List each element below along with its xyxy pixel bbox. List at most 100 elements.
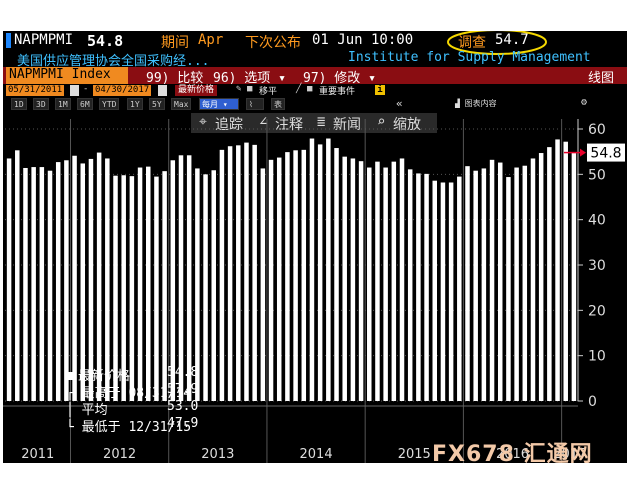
period-select[interactable]: 每月 ▾ bbox=[199, 98, 239, 110]
bar-mark bbox=[481, 168, 487, 401]
summary-low: └ 最低于 12/31/15 47.9 bbox=[65, 416, 199, 435]
range-1y[interactable]: 1Y bbox=[127, 98, 143, 110]
events-checkbox[interactable]: ■ bbox=[307, 84, 313, 94]
bar-mark bbox=[55, 162, 61, 401]
y-tick-label: 40 bbox=[588, 213, 606, 229]
description-cn: 美国供应管理协会全国采购经... bbox=[17, 54, 210, 69]
command-bar: NAPMPMI Index 99) 比较 96) 选项 ▾ 97) 修改 ▾ 线… bbox=[3, 67, 627, 86]
range-1d[interactable]: 1D bbox=[11, 98, 27, 110]
bar-mark bbox=[416, 173, 421, 401]
range-5y[interactable]: 5Y bbox=[149, 98, 165, 110]
watermark-logo: FX678 汇通网 bbox=[432, 442, 593, 467]
x-tick-label: 2016 bbox=[496, 447, 529, 462]
options-menu[interactable]: 96) 选项 ▾ bbox=[213, 71, 286, 86]
range-6m[interactable]: 6M bbox=[77, 98, 93, 110]
chart-type-icon[interactable]: ⌇ bbox=[246, 98, 264, 110]
info-icon[interactable]: i bbox=[375, 85, 385, 95]
last-value: 54.8 bbox=[87, 32, 124, 50]
period-value: Apr bbox=[198, 32, 224, 48]
bar-mark bbox=[350, 158, 356, 401]
y-tick-label: 60 bbox=[588, 122, 606, 138]
bar-mark bbox=[407, 169, 413, 401]
last-price-box bbox=[587, 143, 625, 162]
bar-mark bbox=[326, 138, 331, 401]
end-date-input[interactable]: 04/30/2017 bbox=[93, 85, 152, 96]
chart-content-button[interactable]: ▟ 图表内容 bbox=[455, 99, 497, 108]
bar-mark bbox=[137, 167, 143, 401]
bar-mark bbox=[514, 167, 519, 401]
bar-mark bbox=[80, 163, 86, 401]
bar-mark bbox=[113, 175, 118, 401]
events-label: 重要事件 bbox=[319, 87, 356, 97]
bar-mark bbox=[440, 182, 446, 401]
bar-mark bbox=[367, 167, 372, 401]
bar-mark bbox=[162, 171, 167, 401]
range-1m[interactable]: 1M bbox=[55, 98, 71, 110]
bar-mark bbox=[334, 148, 339, 401]
line-chart-label[interactable]: 线图 bbox=[588, 71, 615, 86]
pan-checkbox[interactable]: ■ bbox=[247, 84, 253, 94]
bar-mark bbox=[39, 167, 45, 401]
security-marker-icon bbox=[6, 33, 11, 48]
bar-mark bbox=[96, 152, 102, 401]
collapse-icon[interactable]: « bbox=[396, 97, 403, 110]
field-select[interactable]: 最新价格 bbox=[175, 85, 218, 96]
bar-mark bbox=[47, 170, 53, 401]
security-field[interactable]: NAPMPMI Index bbox=[6, 67, 128, 84]
table-button[interactable]: 表 bbox=[271, 98, 285, 110]
compare-menu[interactable]: 99) 比较 bbox=[146, 71, 204, 86]
x-tick-label: 2017 bbox=[553, 447, 586, 462]
y-tick-label: 20 bbox=[588, 303, 606, 319]
y-tick-label: 30 bbox=[588, 258, 606, 274]
bar-mark bbox=[244, 142, 249, 401]
draw-line-icon[interactable]: ╱ bbox=[296, 84, 302, 94]
bar-mark bbox=[23, 167, 28, 401]
calendar-icon[interactable] bbox=[70, 85, 79, 96]
modify-menu[interactable]: 97) 修改 ▾ bbox=[303, 71, 376, 86]
y-tick-label: 0 bbox=[588, 394, 597, 410]
crosshair-icon[interactable]: ⌖ bbox=[199, 114, 207, 130]
pencil-icon[interactable]: ✎ bbox=[236, 84, 242, 94]
y-tick-label: 50 bbox=[588, 167, 606, 183]
bar-mark bbox=[309, 138, 315, 401]
period-label: 期间 bbox=[161, 35, 189, 51]
x-tick-label: 2011 bbox=[21, 447, 54, 462]
survey-label: 调查 bbox=[458, 35, 486, 51]
bar-mark bbox=[489, 159, 495, 401]
bar-mark bbox=[383, 167, 388, 401]
news-icon[interactable]: ≣ bbox=[317, 114, 326, 130]
bar-mark bbox=[424, 173, 429, 401]
bar-mark bbox=[195, 168, 200, 401]
pmi-bar-chart: 0 10 20 30 40 50 60 2011 2012 2013 2014 2015 2016 20… bbox=[3, 119, 625, 463]
survey-value: 54.7 bbox=[495, 32, 529, 48]
annotate-icon[interactable]: ∠ bbox=[259, 114, 268, 130]
zoom-icon[interactable]: ⌕ bbox=[377, 114, 386, 130]
last-price-arrow-icon bbox=[580, 148, 586, 157]
gear-icon[interactable]: ⚙ bbox=[581, 97, 588, 108]
range-ytd[interactable]: YTD bbox=[99, 98, 120, 110]
bar-mark bbox=[506, 177, 511, 401]
bar-mark bbox=[211, 170, 216, 401]
start-date-input[interactable]: 05/31/2011 bbox=[6, 85, 65, 96]
range-max[interactable]: Max bbox=[171, 98, 192, 110]
bar-mark bbox=[465, 166, 470, 401]
bar-mark bbox=[547, 147, 552, 401]
bar-mark bbox=[203, 174, 208, 401]
bar-mark bbox=[219, 149, 225, 401]
bar-mark bbox=[72, 155, 77, 401]
bar-mark bbox=[252, 144, 257, 401]
bar-mark bbox=[563, 141, 568, 401]
bar-mark bbox=[473, 170, 478, 401]
bar-mark bbox=[88, 158, 94, 401]
calendar-icon[interactable] bbox=[158, 85, 167, 96]
bar-mark bbox=[121, 175, 126, 401]
bar-mark bbox=[399, 158, 405, 401]
range-3d[interactable]: 3D bbox=[33, 98, 49, 110]
bar-mark bbox=[293, 150, 298, 401]
bar-mark bbox=[236, 145, 241, 401]
terminal-window: NAPMPMI 54.8 期间 Apr 下次公布 01 Jun 10:00 调查… bbox=[3, 31, 627, 463]
range-controls: 1D 3D 1M 6M YTD 1Y 5Y Max 每月 ▾ ⌇ 表 « ▟ 图… bbox=[3, 97, 627, 112]
bar-mark bbox=[285, 152, 290, 401]
pan-label: 移平 bbox=[259, 87, 278, 97]
last-price-label: 54.8 bbox=[590, 146, 621, 162]
